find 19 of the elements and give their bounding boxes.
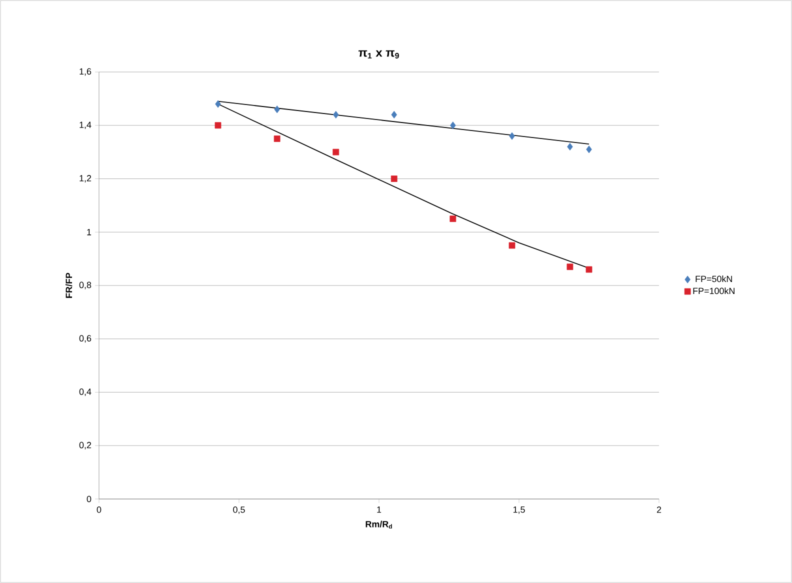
y-tick-label: 1,6 [80,68,92,76]
y-tick-label: 0,6 [79,335,92,343]
legend-label: FP=100kN [693,287,734,294]
y-tick-label: 0,8 [79,282,92,290]
y-tick-label: 0 [86,496,92,502]
y-tick-label: 1,4 [80,122,92,130]
x-tick-label: 2 [656,506,662,513]
y-tick-label: 0,2 [79,442,92,450]
x-tick-label: 0,5 [233,506,245,514]
x-axis-title: Rm/R$_{d}$ [366,520,392,529]
legend-label: FP=50kN [696,276,732,282]
chart-title: π$_{1}$ x π$_{9}$ [358,50,399,59]
y-tick-label: 1 [87,229,92,236]
x-tick-label: 0 [96,506,102,513]
y-tick-label: 0,4 [79,388,92,396]
y-tick-label: 1,2 [80,175,92,182]
x-tick-label: 1 [377,506,382,513]
x-tick-label: 1,5 [513,506,525,514]
y-axis-title: FR/FP [66,272,72,298]
